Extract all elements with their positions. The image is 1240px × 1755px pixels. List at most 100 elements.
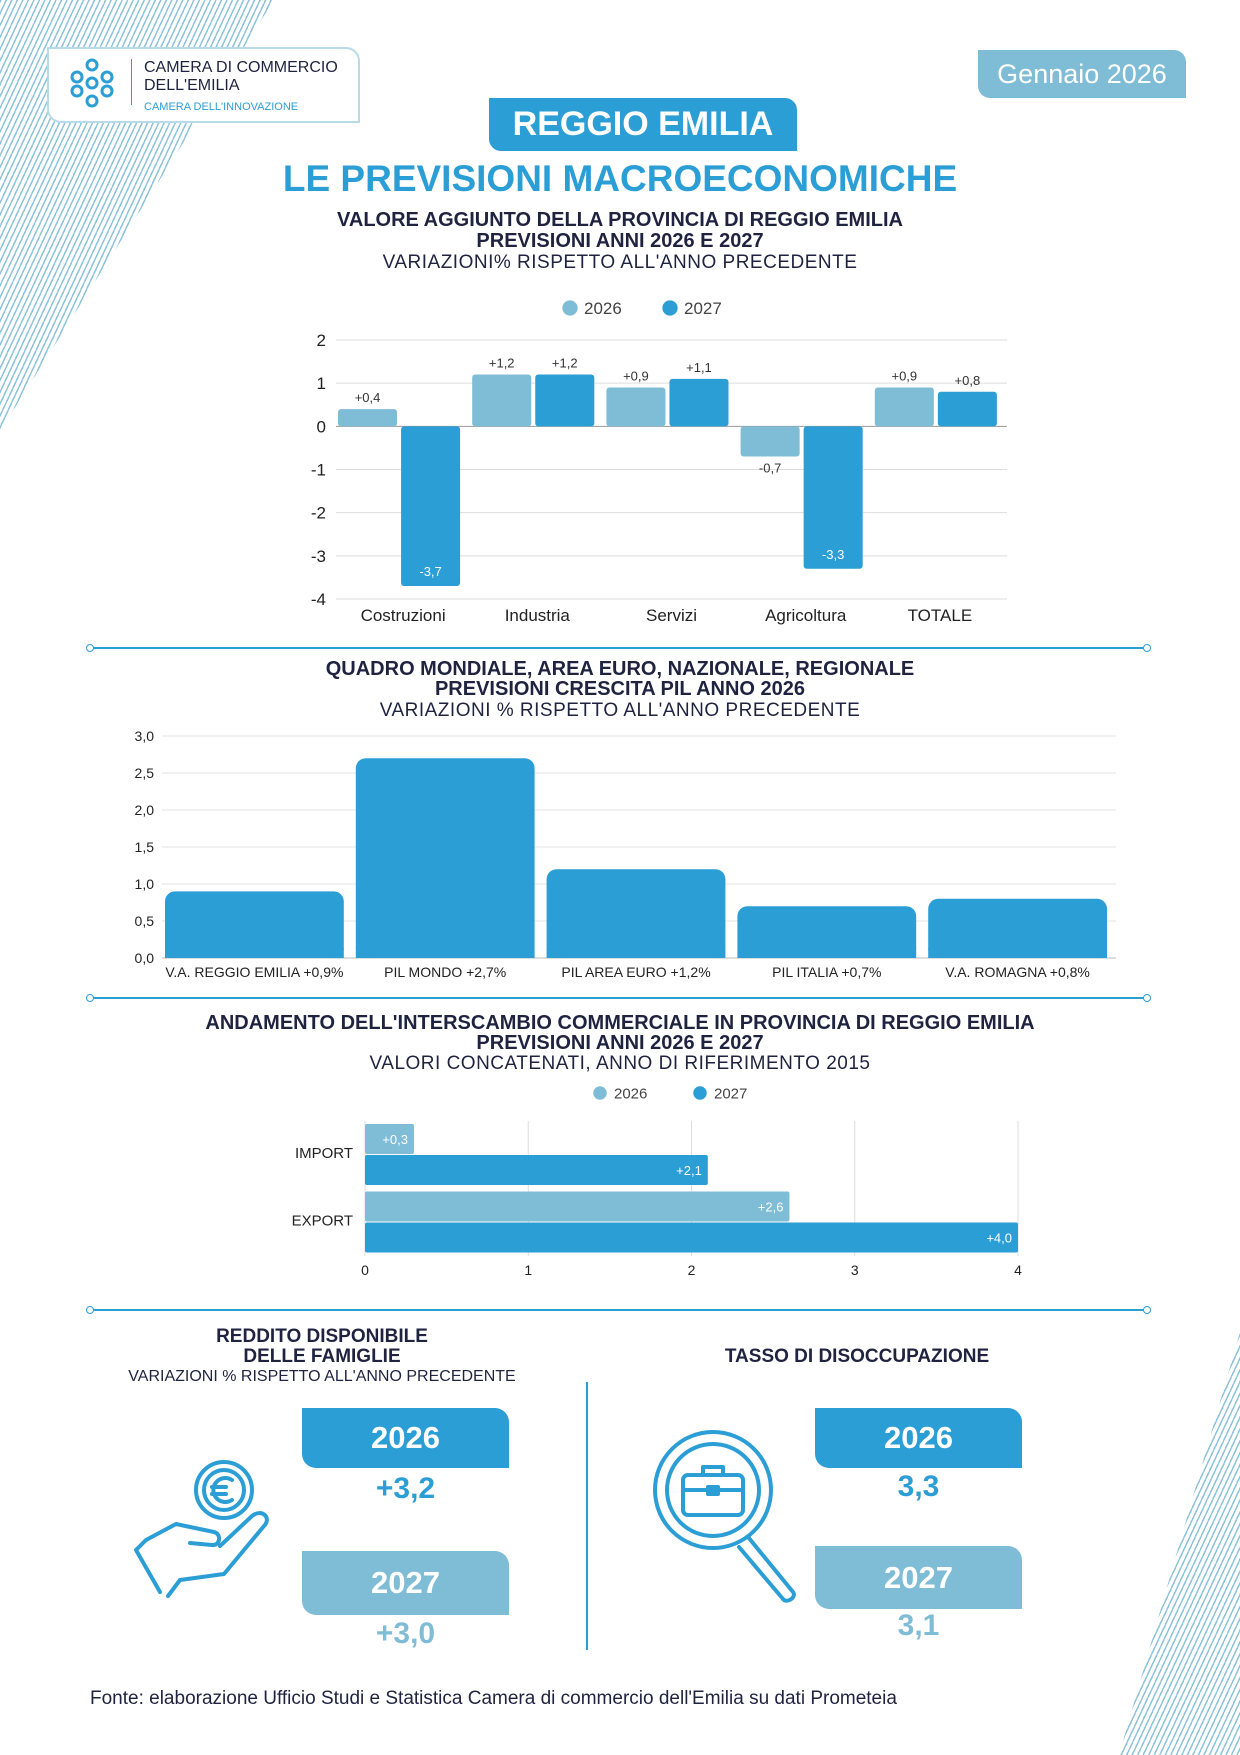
data-label: +1,2 [489, 356, 515, 371]
disoccupazione-2026-value: 3,3 [897, 1470, 940, 1503]
bar-2027 [937, 391, 997, 427]
y-tick-label: 1,5 [135, 839, 155, 855]
bar [928, 898, 1107, 958]
legend-marker-2026 [593, 1086, 607, 1100]
reddito-2026-badge: 2026 [302, 1408, 509, 1468]
y-tick-label: -1 [311, 461, 326, 480]
logo: CAMERA DI COMMERCIO DELL'EMILIA CAMERA D… [47, 47, 360, 123]
y-tick-label: 2,0 [135, 802, 155, 818]
chart3-subtitle: PREVISIONI ANNI 2026 E 2027 [476, 1032, 764, 1054]
legend-marker-2027 [693, 1086, 707, 1100]
bar [737, 906, 917, 958]
y-tick-label: 3,0 [135, 728, 155, 744]
reddito-title2: DELLE FAMIGLIE [243, 1346, 401, 1367]
chart1-note: VARIAZIONI% RISPETTO ALL'ANNO PRECEDENTE [382, 252, 858, 273]
legend-label-2026: 2026 [614, 1085, 647, 1102]
vertical-divider [586, 1382, 588, 1650]
reddito-title1: REDDITO DISPONIBILE [216, 1326, 428, 1347]
bar-base [928, 948, 1107, 958]
bar-2027 [669, 378, 729, 427]
data-label: +0,9 [623, 368, 649, 383]
bar-2027 [401, 426, 461, 587]
chart3-note: VALORI CONCATENATI, ANNO DI RIFERIMENTO … [369, 1053, 871, 1074]
y-tick-label: 1,0 [135, 876, 155, 892]
data-label: +4,0 [986, 1231, 1012, 1246]
bar-2027 [803, 426, 863, 569]
x-tick-label: TOTALE [908, 606, 973, 625]
bar-2026 [606, 387, 666, 427]
data-label: +0,4 [355, 390, 381, 405]
y-tick-label: 0,5 [135, 913, 155, 929]
legend-label-2027: 2027 [684, 299, 722, 318]
bar-base [546, 948, 726, 958]
region-banner: REGGIO EMILIA [489, 98, 797, 151]
logo-mark-icon [70, 58, 114, 108]
date-tag: Gennaio 2026 [978, 50, 1186, 98]
x-tick-label: PIL AREA EURO +1,2% [561, 964, 710, 980]
logo-line1: CAMERA DI COMMERCIO [144, 59, 338, 76]
y-tick-label: -4 [311, 590, 326, 609]
reddito-2027-badge: 2027 [302, 1551, 509, 1615]
legend-label-2026: 2026 [584, 299, 622, 318]
divider [86, 1306, 1151, 1314]
data-label: -0,7 [759, 461, 781, 476]
data-label: +2,1 [676, 1163, 702, 1178]
divider [86, 644, 1151, 652]
chart2-note: VARIAZIONI % RISPETTO ALL'ANNO PRECEDENT… [379, 700, 861, 721]
bar-base [737, 948, 917, 958]
divider [86, 994, 1151, 1002]
legend-label-2027: 2027 [714, 1085, 747, 1102]
chart3-title: ANDAMENTO DELL'INTERSCAMBIO COMMERCIALE … [205, 1012, 1035, 1034]
bar-base [165, 948, 344, 958]
x-tick-label: V.A. REGGIO EMILIA +0,9% [165, 964, 343, 980]
data-label: -3,3 [822, 547, 844, 562]
legend-marker-2026 [562, 300, 578, 316]
x-tick-label: 0 [361, 1262, 369, 1278]
bar-base [355, 948, 535, 958]
bar-2026 [472, 374, 532, 427]
data-label: +0,9 [891, 368, 917, 383]
bar-2026 [365, 1124, 414, 1154]
bar-2027 [365, 1155, 708, 1185]
x-tick-label: Agricoltura [765, 606, 847, 625]
reddito-2027-value: +3,0 [375, 1617, 436, 1650]
reddito-note: VARIAZIONI % RISPETTO ALL'ANNO PRECEDENT… [128, 1368, 516, 1385]
bar [546, 869, 726, 958]
data-label: +0,8 [955, 373, 981, 388]
y-tick-label: 2 [317, 331, 326, 350]
disoccupazione-2027-value: 3,1 [897, 1609, 940, 1642]
y-tick-label: IMPORT [295, 1145, 353, 1162]
magnifier-briefcase-icon [653, 1430, 796, 1603]
chart-interscambio: 2026 2027 0 1 2 3 4 IMPORT +0,3 +2,1 EXPORT +2,6 +4,… [292, 1085, 1023, 1278]
x-tick-label: 4 [1014, 1262, 1022, 1278]
logo-line2: DELL'EMILIA [144, 77, 240, 94]
chart1-title: VALORE AGGIUNTO DELLA PROVINCIA DI REGGI… [337, 209, 903, 231]
bar-2026 [874, 387, 934, 427]
y-tick-label: -2 [311, 504, 326, 523]
chart2-subtitle: PREVISIONI CRESCITA PIL ANNO 2026 [434, 678, 806, 700]
y-tick-label: 2,5 [135, 765, 155, 781]
y-tick-label: EXPORT [292, 1213, 353, 1230]
x-tick-label: Industria [505, 606, 571, 625]
x-tick-label: Costruzioni [361, 606, 446, 625]
bar-2026 [365, 1191, 790, 1222]
y-tick-label: 0,0 [135, 950, 155, 966]
reddito-2026-value: +3,2 [375, 1472, 436, 1505]
page-title: LE PREVISIONI MACROECONOMICHE [282, 158, 958, 199]
legend-marker-2027 [662, 300, 678, 316]
bar-2026 [740, 426, 800, 457]
y-tick-label: 1 [317, 374, 326, 393]
x-tick-label: V.A. ROMAGNA +0,8% [945, 964, 1090, 980]
data-label: +1,1 [686, 360, 712, 375]
y-tick-label: 0 [317, 417, 326, 436]
bar-2027 [365, 1222, 1018, 1253]
source-footnote: Fonte: elaborazione Ufficio Studi e Stat… [90, 1688, 897, 1709]
logo-tagline: CAMERA DELL'INNOVAZIONE [144, 101, 299, 113]
chart1-subtitle: PREVISIONI ANNI 2026 E 2027 [476, 230, 764, 252]
chart2-title: QUADRO MONDIALE, AREA EURO, NAZIONALE, R… [325, 658, 915, 680]
data-label: +1,2 [552, 356, 578, 371]
bar-2027 [535, 374, 595, 427]
chart-valore-aggiunto: 2026 2027 -4 -3 -2 -1 0 1 2 Costruzioni +0,4 -3,7 In… [311, 299, 1007, 625]
x-tick-label: Servizi [646, 606, 697, 625]
x-tick-label: 1 [524, 1262, 532, 1278]
